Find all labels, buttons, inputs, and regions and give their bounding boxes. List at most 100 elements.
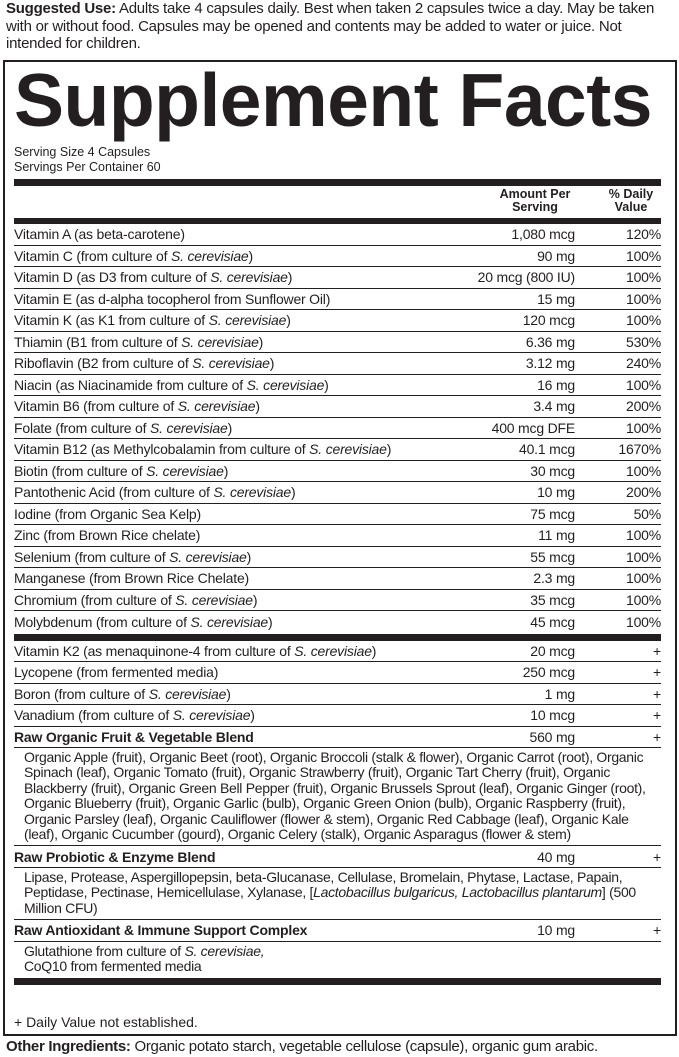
dv-header: % Daily Value — [608, 187, 654, 214]
daily-value: + — [653, 922, 661, 939]
italic-text: S. cerevisiae — [172, 707, 251, 724]
text: Riboflavin (B2 from culture of — [14, 355, 193, 372]
table-row: Vanadium (from culture of S. cerevisiae)… — [14, 705, 661, 727]
table-row: Molybdenum (from culture of S. cerevisia… — [14, 611, 661, 633]
text: Chromium (from culture of — [14, 591, 176, 608]
italic-text: S. cerevisiae — [170, 247, 249, 264]
amount: 10 mg — [537, 922, 575, 939]
text: Vitamin E (as d-alpha tocopherol from Su… — [14, 290, 331, 307]
text: Niacin (as Niacinamide from culture of — [14, 376, 247, 393]
daily-value: + — [653, 642, 661, 659]
nutrient-name: Manganese (from Brown Rice Chelate) — [14, 570, 455, 586]
nutrient-name: Niacin (as Niacinamide from culture of S… — [14, 377, 455, 393]
divider — [14, 179, 661, 186]
nutrient-name: Biotin (from culture of S. cerevisiae) — [14, 463, 455, 479]
text: ) — [268, 613, 273, 630]
amount: 2.3 mg — [533, 570, 575, 587]
blend-description: Glutathione from culture of S. cerevisia… — [14, 942, 661, 978]
daily-value: + — [653, 728, 661, 745]
italic-text: Lactobacillus bulgaricus, Lactobacillus … — [313, 884, 602, 901]
daily-value: 100% — [625, 247, 661, 264]
table-row: Vitamin E (as d-alpha tocopherol from Su… — [14, 289, 661, 310]
daily-value: 240% — [625, 355, 661, 372]
amount-header: Amount Per Serving — [499, 187, 571, 214]
supplement-facts-panel: Supplement Facts Serving Size 4 Capsules… — [3, 60, 677, 1036]
table-row: Raw Antioxidant & Immune Support Complex… — [14, 920, 661, 942]
text: Folate (from culture of — [14, 419, 151, 436]
table-row: Riboflavin (B2 from culture of S. cerevi… — [14, 353, 661, 375]
table-row: Lycopene (from fermented media) 250 mcg + — [14, 662, 661, 684]
italic-text: S. cerevisiae — [213, 484, 291, 501]
italic-text: S. cerevisiae — [150, 419, 228, 436]
text: Organic Apple (fruit), Organic Beet (roo… — [24, 749, 646, 843]
nutrient-name: Folate (from culture of S. cerevisiae) — [14, 420, 455, 436]
table-row: Vitamin B12 (as Methylcobalamin from cul… — [14, 439, 661, 461]
italic-text: S. cerevisiae — [210, 269, 288, 286]
daily-value: 100% — [625, 613, 661, 630]
amount: 20 mcg — [530, 642, 575, 659]
italic-text: S. cerevisiae — [148, 685, 227, 702]
text: ) — [386, 441, 392, 458]
serving-size: Serving Size 4 Capsules — [14, 145, 151, 159]
text: ] (500 Million CFU) — [24, 884, 636, 916]
amount: 120 mcg — [522, 312, 575, 329]
amount: 35 mcg — [530, 591, 575, 608]
daily-value: 100% — [625, 570, 661, 587]
text: Vanadium (from culture of — [14, 707, 173, 724]
text: ) — [227, 419, 233, 436]
table-row: Vitamin A (as beta-carotene) 1,080 mcg 120… — [14, 224, 661, 246]
daily-value: 100% — [625, 312, 661, 329]
amount: 16 mg — [537, 376, 575, 393]
italic-text: S. cerevisiae, — [184, 942, 265, 959]
table-row: Selenium (from culture of S. cerevisiae)… — [14, 547, 661, 568]
text: ) — [286, 312, 291, 329]
text: ) — [250, 707, 255, 724]
italic-text: S. cerevisiae — [294, 642, 372, 659]
italic-text: S. cerevisiae — [175, 591, 253, 608]
nutrient-name: Vitamin B12 (as Methylcobalamin from cul… — [14, 441, 455, 457]
text: Iodine (from Organic Sea Kelp) — [14, 505, 201, 522]
amount: 3.12 mg — [525, 355, 575, 372]
daily-value: + — [653, 848, 661, 865]
text: Vitamin B6 (from culture of — [14, 398, 178, 415]
text: Manganese (from Brown Rice Chelate) — [14, 570, 249, 587]
daily-value: 200% — [625, 398, 661, 415]
text: Vitamin C (from culture of — [14, 247, 171, 264]
daily-value: 100% — [625, 591, 661, 608]
text: Thiamin (B1 from culture of — [14, 333, 182, 350]
nutrient-name: Vitamin B6 (from culture of S. cerevisia… — [14, 398, 455, 414]
text: Zinc (from Brown Rice chelate) — [14, 527, 201, 544]
daily-value: 120% — [625, 226, 661, 243]
daily-value: 100% — [625, 548, 661, 565]
italic-text: S. cerevisiae — [192, 355, 270, 372]
nutrient-name: Chromium (from culture of S. cerevisiae) — [14, 592, 455, 608]
amount: 250 mcg — [522, 664, 575, 681]
nutrient-name: Vitamin K2 (as menaquinone-4 from cultur… — [14, 643, 455, 659]
text: ) — [255, 398, 260, 415]
text: Pantothenic Acid (from culture of — [14, 484, 214, 501]
nutrient-name: Thiamin (B1 from culture of S. cerevisia… — [14, 334, 455, 350]
text: ) — [248, 247, 254, 264]
text: Glutathione from culture of — [24, 942, 185, 959]
daily-value: 100% — [625, 419, 661, 436]
daily-value: 100% — [625, 290, 661, 307]
table-row: Vitamin C (from culture of S. cerevisiae… — [14, 246, 661, 267]
table-row: Niacin (as Niacinamide from culture of S… — [14, 375, 661, 396]
suggested-use: Suggested Use: Adults take 4 capsules da… — [6, 0, 676, 53]
italic-text: S. cerevisiae — [181, 333, 259, 350]
nutrient-name: Zinc (from Brown Rice chelate) — [14, 527, 455, 543]
nutrient-name: Vanadium (from culture of S. cerevisiae) — [14, 707, 455, 723]
text: ) — [226, 685, 231, 702]
blend-description: Organic Apple (fruit), Organic Beet (roo… — [14, 748, 661, 847]
table-row: Iodine (from Organic Sea Kelp) 75 mcg 50% — [14, 504, 661, 525]
text: ) — [252, 591, 258, 608]
daily-value: 100% — [625, 462, 661, 479]
amount: 15 mg — [537, 290, 575, 307]
amount: 20 mcg (800 IU) — [477, 269, 576, 286]
daily-value: 200% — [625, 484, 661, 501]
nutrient-name: Selenium (from culture of S. cerevisiae) — [14, 549, 455, 565]
amount: 1,080 mcg — [511, 226, 575, 243]
table-row: Biotin (from culture of S. cerevisiae) 30… — [14, 461, 661, 482]
daily-value: + — [653, 707, 661, 724]
amount: 55 mcg — [530, 548, 575, 565]
